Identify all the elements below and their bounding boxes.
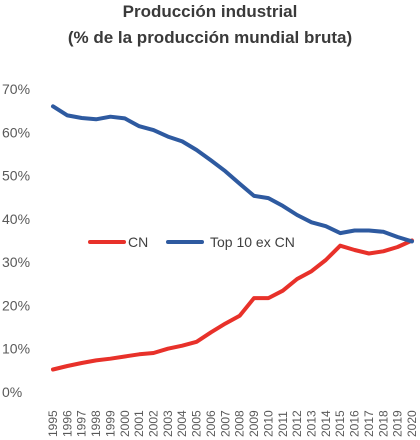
y-tick-label: 70% (2, 81, 30, 97)
x-tick-label: 2017 (362, 410, 376, 437)
x-tick-label: 2014 (319, 410, 333, 437)
chart-title: Producción industrial (122, 2, 298, 21)
x-tick-label: 2002 (147, 410, 161, 437)
x-tick-label: 1997 (75, 410, 89, 437)
series-line-top10-ex-cn (51, 104, 414, 244)
x-tick-label: 1995 (46, 410, 60, 437)
y-tick-label: 30% (2, 254, 30, 270)
x-tick-label: 2003 (161, 410, 175, 437)
y-tick-label: 10% (2, 341, 30, 357)
x-tick-label: 2012 (290, 410, 304, 437)
x-tick-label: 2005 (190, 410, 204, 437)
x-tick-label: 2001 (132, 410, 146, 437)
x-tick-label: 2019 (391, 410, 405, 437)
legend-label: CN (128, 234, 148, 250)
chart-subtitle: (% de la producción mundial bruta) (67, 28, 353, 47)
x-tick-label: 2009 (247, 410, 261, 437)
x-tick-label: 2000 (118, 410, 132, 437)
x-tick-label: 2016 (348, 410, 362, 437)
x-tick-label: 2018 (376, 410, 390, 437)
series-line-cn (51, 238, 414, 372)
x-tick-label: 2004 (175, 410, 189, 437)
y-tick-label: 20% (2, 297, 30, 313)
x-tick-label: 2011 (276, 411, 290, 437)
x-tick-label: 2013 (304, 410, 318, 437)
y-tick-label: 50% (2, 168, 30, 184)
x-tick-label: 2010 (261, 410, 275, 437)
y-tick-label: 40% (2, 211, 30, 227)
x-tick-label: 1996 (60, 410, 74, 437)
legend-label: Top 10 ex CN (210, 234, 295, 250)
y-tick-label: 0% (2, 384, 22, 400)
x-tick-label: 2007 (218, 410, 232, 437)
x-tick-label: 2020 (405, 410, 419, 437)
x-tick-label: 2015 (333, 410, 347, 437)
x-tick-label: 1998 (89, 410, 103, 437)
y-tick-label: 60% (2, 124, 30, 140)
x-tick-label: 1999 (103, 410, 117, 437)
x-tick-label: 2008 (233, 410, 247, 437)
x-tick-label: 2006 (204, 410, 218, 437)
